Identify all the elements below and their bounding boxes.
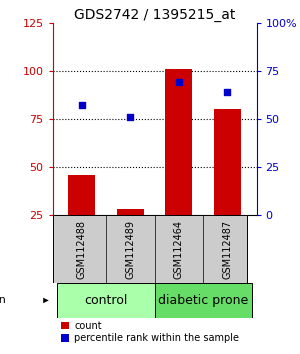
Point <box>79 103 84 108</box>
Point <box>128 114 133 120</box>
Point <box>176 80 181 85</box>
Text: diabetic prone: diabetic prone <box>158 294 248 307</box>
Bar <box>117 209 144 263</box>
Bar <box>57 283 154 318</box>
Bar <box>214 109 241 263</box>
Text: GSM112488: GSM112488 <box>76 219 87 279</box>
Text: control: control <box>84 294 128 307</box>
Point <box>225 89 230 95</box>
Text: GSM112464: GSM112464 <box>174 219 184 279</box>
Title: GDS2742 / 1395215_at: GDS2742 / 1395215_at <box>74 8 235 22</box>
Text: GSM112487: GSM112487 <box>222 219 233 279</box>
Bar <box>154 283 252 318</box>
Bar <box>68 175 95 263</box>
Text: GSM112489: GSM112489 <box>125 219 135 279</box>
Legend: count, percentile rank within the sample: count, percentile rank within the sample <box>61 321 239 343</box>
Text: strain: strain <box>0 296 6 306</box>
Bar <box>165 69 192 263</box>
